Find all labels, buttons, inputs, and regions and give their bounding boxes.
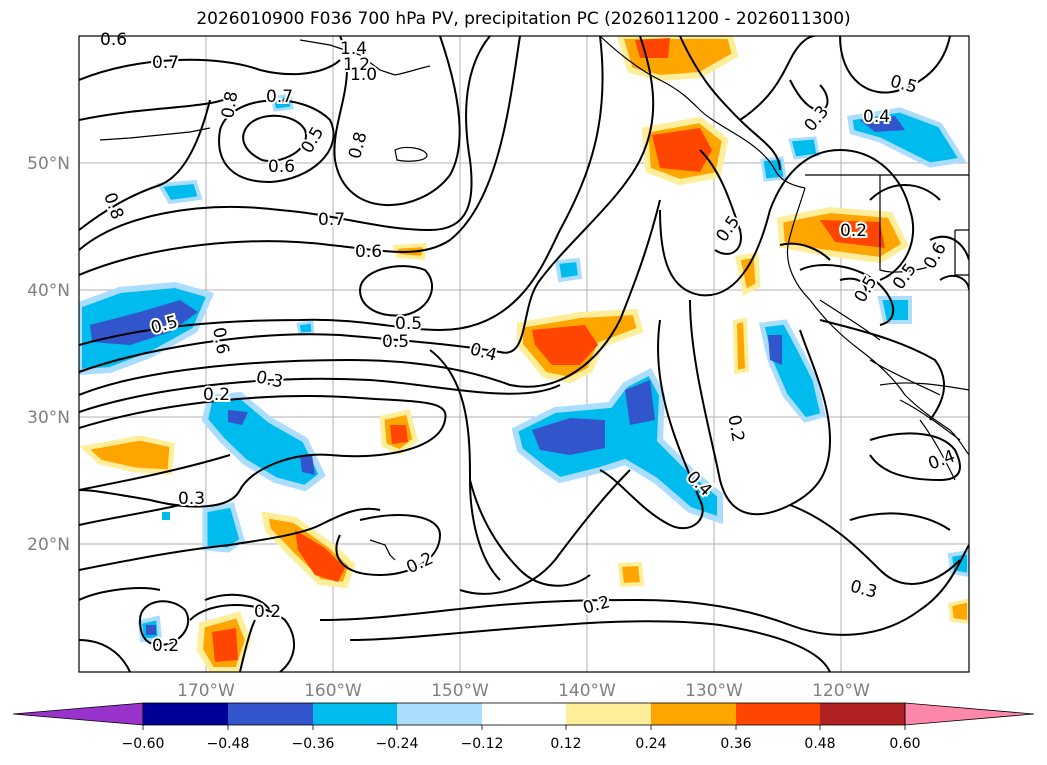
colorbar-swatch [228, 703, 313, 725]
contour-label: 0.5 [395, 314, 422, 334]
colorbar-swatch [482, 703, 566, 725]
colorbar-tick-label: −0.24 [376, 736, 419, 752]
coastlines [99, 36, 969, 561]
precip-positive-areas [79, 36, 969, 672]
colorbar: −0.60 −0.48 −0.36 −0.24 −0.12 0.12 0.24 … [12, 702, 1035, 752]
colorbar-tick-label: −0.36 [292, 736, 335, 752]
contour-label: 1.0 [350, 65, 377, 85]
contour-label: 1.2 [343, 55, 370, 75]
contour-label: 0.3 [178, 489, 205, 509]
colorbar-tick-label: 0.60 [889, 736, 920, 752]
contour-label: 0.6 [355, 242, 382, 262]
lon-label: 140°W [558, 681, 616, 701]
colorbar-tick-label: −0.60 [122, 736, 165, 752]
colorbar-swatch [143, 703, 228, 725]
colorbar-swatch [736, 703, 820, 725]
contour-label: 0.7 [318, 210, 345, 230]
lon-label: 170°W [177, 681, 235, 701]
contour-label: 0.2 [152, 636, 179, 656]
lon-label: 160°W [304, 681, 362, 701]
colorbar-swatch [820, 703, 905, 725]
colorbar-tick-label: −0.12 [461, 736, 504, 752]
colorbar-tick-label: 0.36 [720, 736, 751, 752]
colorbar-swatch [566, 703, 651, 725]
map-title: 2026010900 F036 700 hPa PV, precipitatio… [196, 9, 851, 29]
contour-label: 0.2 [203, 385, 230, 405]
contour-label: 0.7 [152, 53, 179, 73]
lat-label: 30°N [27, 408, 70, 428]
lat-axis-labels: 50°N 40°N 30°N 20°N [27, 154, 70, 555]
contour-label: 0.4 [863, 107, 890, 127]
contour-label: 1.4 [340, 39, 367, 59]
lat-label: 50°N [27, 154, 70, 174]
colorbar-swatch [397, 703, 482, 725]
lon-label: 130°W [685, 681, 743, 701]
lon-label: 150°W [431, 681, 489, 701]
colorbar-swatch [313, 703, 397, 725]
lat-label: 40°N [27, 281, 70, 301]
contour-label: 0.2 [254, 602, 281, 622]
contour-label: 0.2 [840, 221, 867, 241]
contour-label: 0.6 [100, 30, 127, 50]
colorbar-extend-low [12, 702, 144, 726]
contour-label: 0.5 [382, 332, 409, 352]
colorbar-swatch [651, 703, 736, 725]
colorbar-tick-label: −0.48 [207, 736, 250, 752]
lon-axis-labels: 170°W 160°W 150°W 140°W 130°W 120°W [177, 681, 870, 701]
contour-label: 0.7 [266, 87, 293, 107]
colorbar-tick-label: 0.12 [550, 736, 581, 752]
contour-label: 0.6 [268, 157, 295, 177]
colorbar-tick-label: 0.24 [635, 736, 666, 752]
lat-label: 20°N [27, 535, 70, 555]
colorbar-tick-label: 0.48 [804, 736, 835, 752]
pv-contours [79, 36, 969, 672]
contour-label: 0.2 [723, 413, 747, 443]
map-frame [78, 35, 970, 673]
lon-label: 120°W [812, 681, 870, 701]
colorbar-extend-high [904, 702, 1035, 726]
